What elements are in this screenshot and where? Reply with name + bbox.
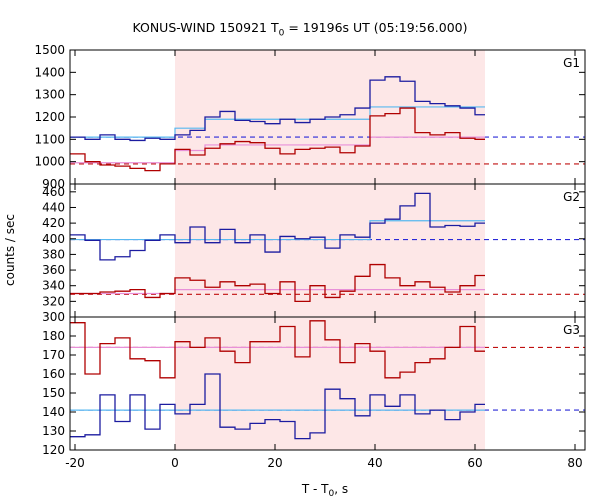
y-tick-label: 140 bbox=[42, 405, 65, 419]
y-tick-label: 440 bbox=[42, 200, 65, 214]
y-tick-label: 340 bbox=[42, 279, 65, 293]
data-series-0-0 bbox=[70, 76, 485, 142]
y-axis-label: counts / sec bbox=[3, 214, 17, 286]
y-tick-label: 360 bbox=[42, 263, 65, 277]
y-tick-label: 380 bbox=[42, 247, 65, 261]
y-tick-label: 300 bbox=[42, 310, 65, 324]
data-series-0-1 bbox=[70, 107, 485, 172]
y-tick-label: 320 bbox=[42, 294, 65, 308]
x-tick-label: 20 bbox=[267, 456, 282, 470]
y-tick-label: 400 bbox=[42, 232, 65, 246]
data-series-2-0 bbox=[70, 373, 485, 440]
fit-line-1-0 bbox=[70, 220, 485, 241]
panel-label-g1: G1 bbox=[563, 56, 580, 70]
y-tick-label: 460 bbox=[42, 185, 65, 199]
data-series-1-0 bbox=[70, 192, 485, 261]
x-tick-label: 40 bbox=[367, 456, 382, 470]
y-tick-label: 420 bbox=[42, 216, 65, 230]
y-tick-label: 150 bbox=[42, 386, 65, 400]
y-tick-label: 160 bbox=[42, 367, 65, 381]
y-tick-label: 900 bbox=[42, 177, 65, 191]
y-tick-label: 1100 bbox=[34, 132, 65, 146]
y-tick-label: 1400 bbox=[34, 65, 65, 79]
y-tick-label: 130 bbox=[42, 424, 65, 438]
y-tick-label: 120 bbox=[42, 443, 65, 457]
y-tick-label: 170 bbox=[42, 348, 65, 362]
panel-label-g2: G2 bbox=[563, 190, 580, 204]
y-tick-label: 1000 bbox=[34, 155, 65, 169]
data-series-2-1 bbox=[70, 320, 485, 379]
y-tick-label: 1200 bbox=[34, 110, 65, 124]
highlight-region bbox=[175, 50, 485, 450]
chart-title: KONUS-WIND 150921 T0 = 19196s UT (05:19:… bbox=[132, 20, 468, 39]
x-tick-label: 60 bbox=[467, 456, 482, 470]
panel-label-g3: G3 bbox=[563, 323, 580, 337]
y-tick-label: 180 bbox=[42, 329, 65, 343]
x-tick-label: 80 bbox=[567, 456, 582, 470]
panel-frame-2 bbox=[69, 316, 586, 451]
y-tick-label: 1300 bbox=[34, 88, 65, 102]
data-series-1-1 bbox=[70, 263, 485, 303]
x-axis-label: T - T0, s bbox=[301, 482, 348, 499]
x-tick-label: 0 bbox=[171, 456, 179, 470]
x-tick-label: -20 bbox=[65, 456, 85, 470]
y-tick-label: 1500 bbox=[34, 43, 65, 57]
